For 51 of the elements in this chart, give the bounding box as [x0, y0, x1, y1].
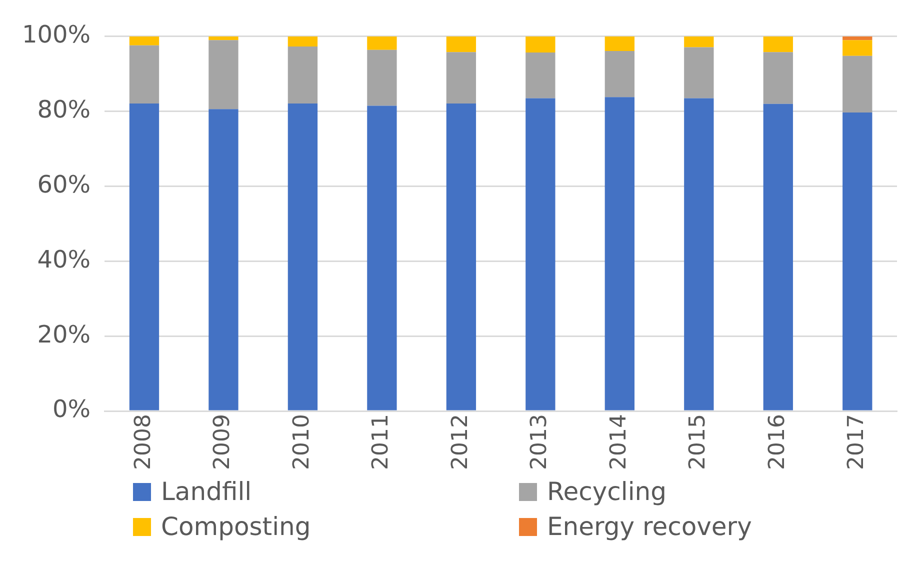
x-tick-label: 2011: [368, 414, 394, 470]
bar: [526, 36, 556, 53]
bar: [367, 36, 397, 50]
y-tick-label: 60%: [37, 170, 91, 198]
bar: [446, 103, 476, 410]
y-tick-label: 20%: [37, 320, 91, 348]
bar: [288, 36, 318, 47]
legend-label: Energy recovery: [547, 512, 752, 541]
x-tick-label: 2010: [289, 414, 314, 470]
y-tick-label: 40%: [37, 245, 91, 274]
y-tick-label: 80%: [37, 96, 91, 124]
bar: [129, 45, 160, 104]
legend-label: Landfill: [161, 477, 252, 506]
legend-label: Composting: [161, 512, 311, 541]
bar: [288, 46, 318, 104]
bar: [367, 50, 397, 106]
bar: [446, 36, 476, 52]
x-tick-label: 2012: [448, 414, 473, 470]
bar: [763, 52, 793, 104]
bar: [763, 104, 793, 410]
bar: [208, 109, 238, 410]
x-tick-label: 2008: [130, 414, 156, 470]
bar: [842, 40, 872, 56]
bar: [842, 56, 872, 112]
bar: [208, 36, 238, 40]
bar: [288, 103, 318, 410]
bar: [129, 103, 160, 410]
x-tick-label: 2013: [527, 414, 552, 470]
bar: [129, 36, 160, 46]
bar: [684, 98, 714, 410]
y-tick-label: 0%: [52, 395, 91, 424]
bar: [604, 36, 634, 52]
x-tick-label: 2014: [606, 414, 632, 470]
bar: [208, 40, 238, 110]
legend-label: Recycling: [547, 477, 667, 506]
x-tick-label: 2016: [764, 414, 790, 470]
x-tick-label: 2009: [210, 414, 236, 470]
bar: [604, 97, 634, 410]
bar: [604, 51, 634, 98]
bar: [684, 47, 714, 98]
bar: [763, 36, 793, 52]
bar: [367, 106, 397, 410]
x-tick-label: 2017: [844, 414, 870, 470]
y-tick-label: 100%: [22, 20, 91, 49]
x-tick-label: 2015: [686, 414, 711, 470]
bar: [446, 52, 476, 104]
bar: [526, 98, 556, 410]
bar: [842, 36, 872, 40]
bar: [842, 112, 872, 410]
bar: [684, 36, 714, 48]
bar: [526, 52, 556, 98]
